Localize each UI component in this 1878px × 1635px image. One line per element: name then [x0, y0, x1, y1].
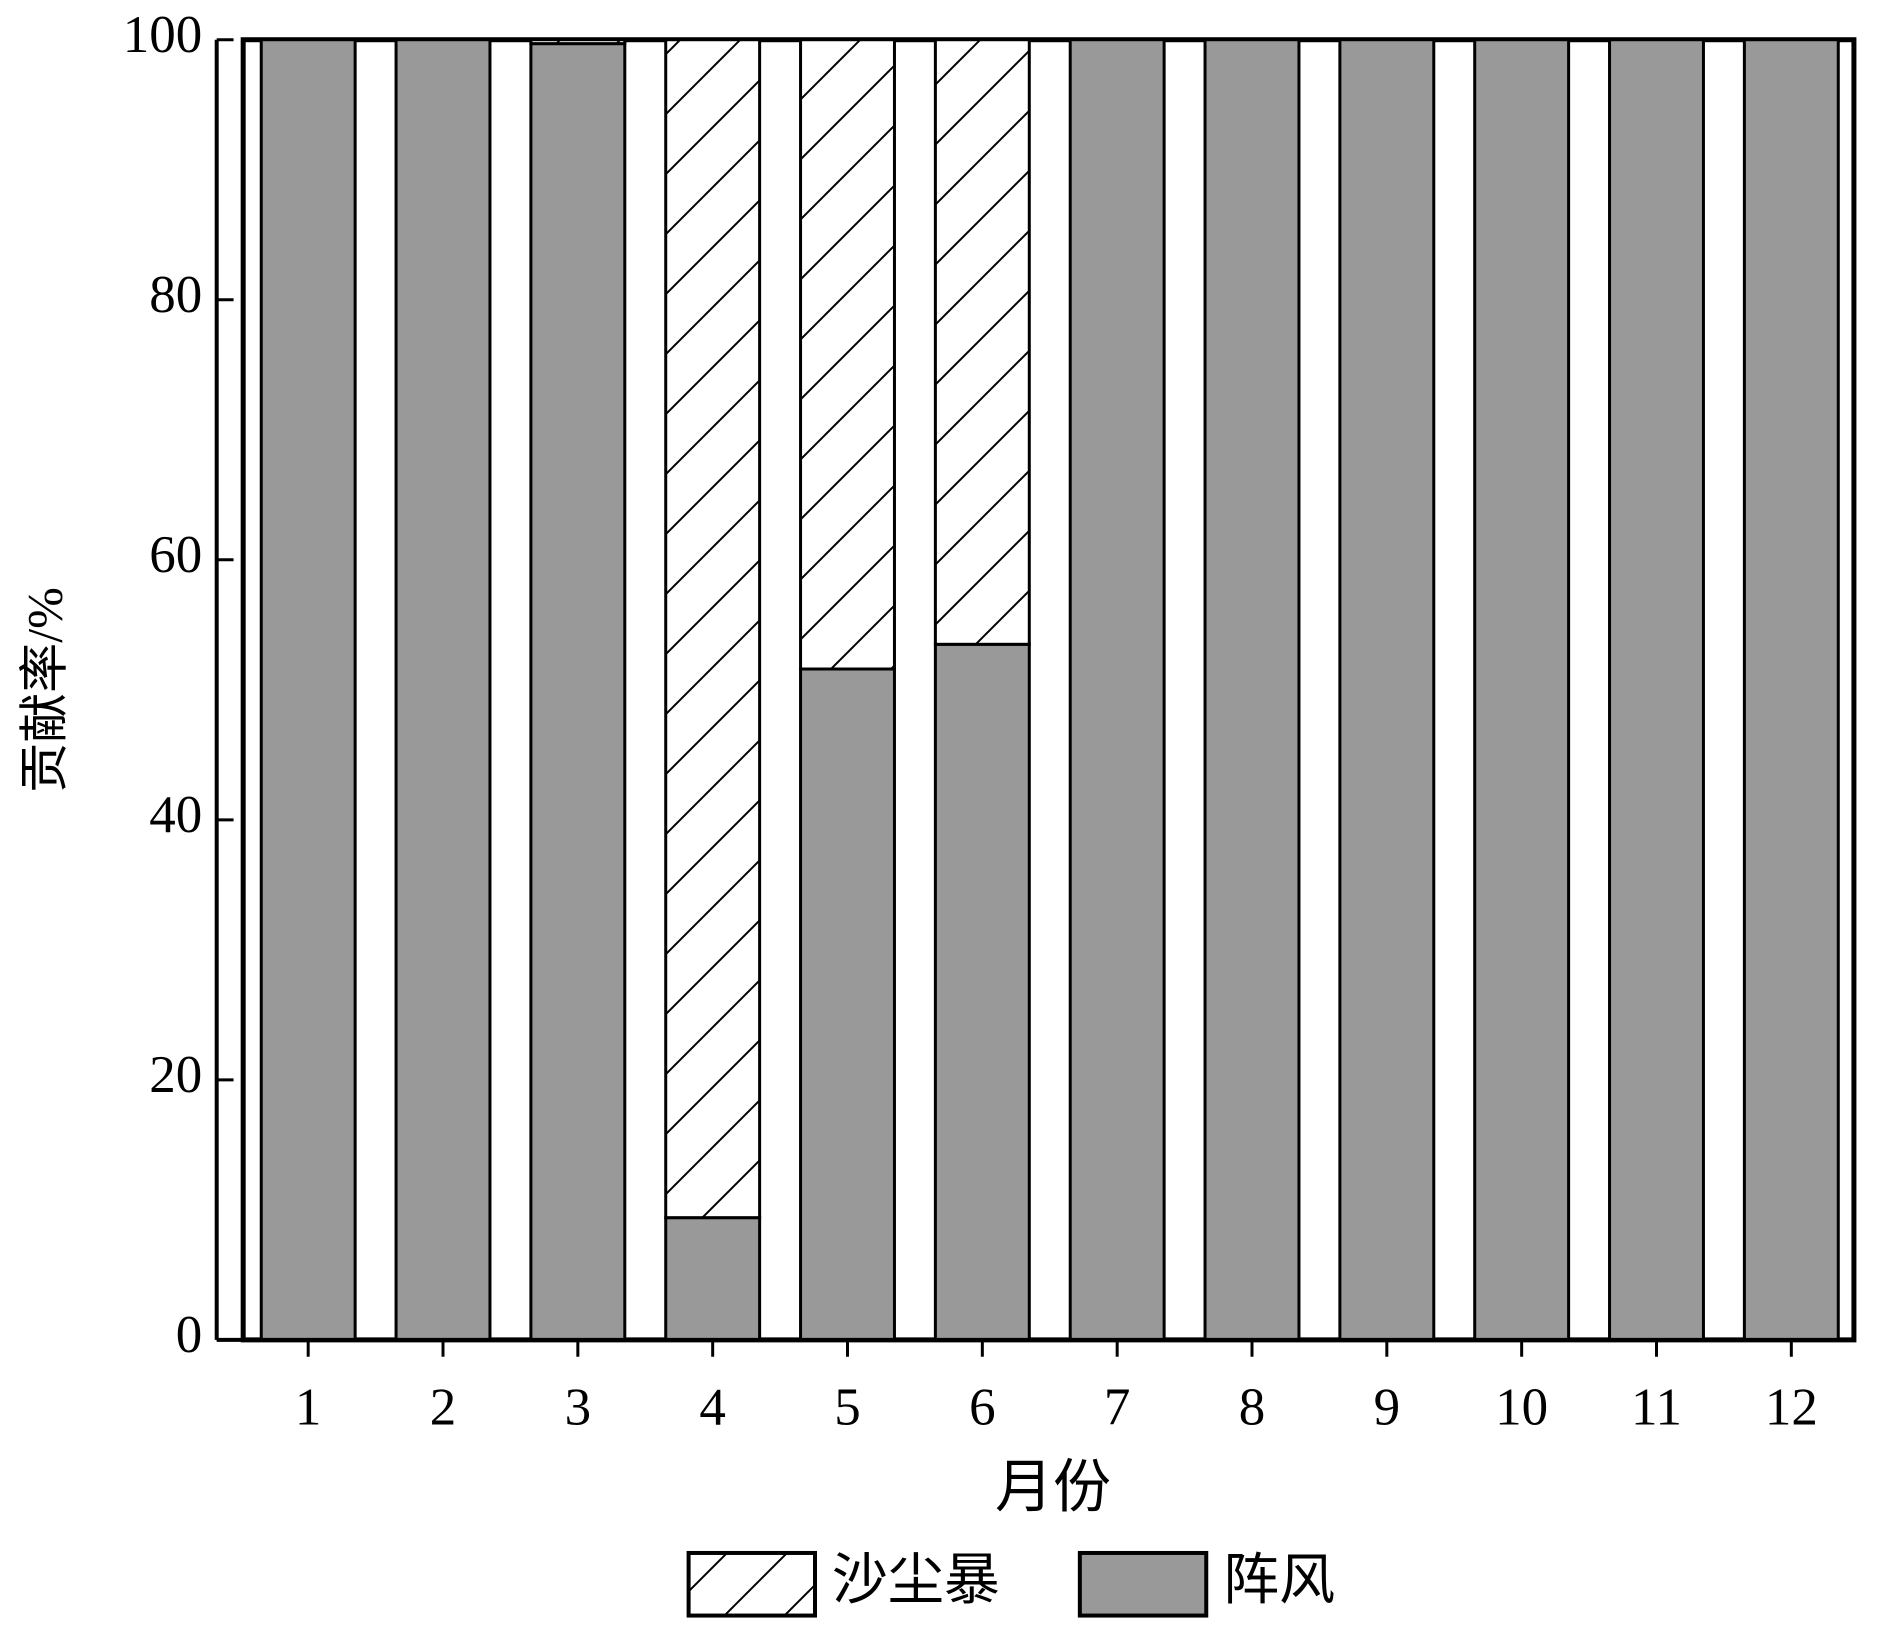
x-tick-label: 4	[699, 1378, 726, 1436]
bar-segment	[799, 667, 896, 1342]
x-tick-label: 1	[295, 1378, 322, 1436]
y-axis-label: 贡献率/%	[16, 587, 72, 793]
bar-segment	[529, 42, 627, 1342]
bar-segment	[933, 642, 1031, 1342]
y-tick-label: 80	[149, 266, 202, 324]
x-tick-label: 2	[430, 1378, 457, 1436]
x-tick-label: 5	[834, 1378, 861, 1436]
y-tick-label: 100	[123, 6, 203, 64]
bar-segment	[799, 38, 896, 671]
bar-segment	[1203, 38, 1301, 1342]
y-tick-label: 0	[176, 1306, 203, 1364]
x-tick-label: 8	[1239, 1378, 1266, 1436]
bar-segment	[394, 38, 492, 1342]
legend-label: 沙尘暴	[832, 1550, 1000, 1612]
x-axis-label: 月份	[995, 1454, 1111, 1519]
x-tick-label: 6	[969, 1378, 996, 1436]
y-tick-label: 40	[149, 786, 202, 844]
bar-segment	[1473, 38, 1571, 1342]
bar-segment	[664, 38, 762, 1220]
bar-segment	[259, 38, 357, 1342]
plot-frame	[240, 37, 1857, 1343]
bar-segment	[1608, 38, 1705, 1342]
legend-swatch	[686, 1550, 818, 1618]
y-tick-label: 60	[149, 526, 202, 584]
bar-segment	[1742, 38, 1840, 1342]
y-tick-label: 20	[149, 1046, 202, 1104]
x-tick-label: 12	[1765, 1378, 1818, 1436]
bar-segment	[933, 38, 1031, 646]
bar-segment	[1068, 38, 1166, 1342]
bar-segment	[529, 38, 627, 46]
x-tick-label: 7	[1104, 1378, 1131, 1436]
x-tick-label: 9	[1374, 1378, 1401, 1436]
x-tick-label: 3	[565, 1378, 592, 1436]
legend-swatch	[1077, 1550, 1209, 1618]
bar-segment	[1338, 38, 1436, 1342]
bar-segment	[664, 1216, 762, 1342]
x-tick-label: 10	[1495, 1378, 1548, 1436]
legend-label: 阵风	[1223, 1550, 1335, 1612]
x-tick-label: 11	[1631, 1378, 1682, 1436]
